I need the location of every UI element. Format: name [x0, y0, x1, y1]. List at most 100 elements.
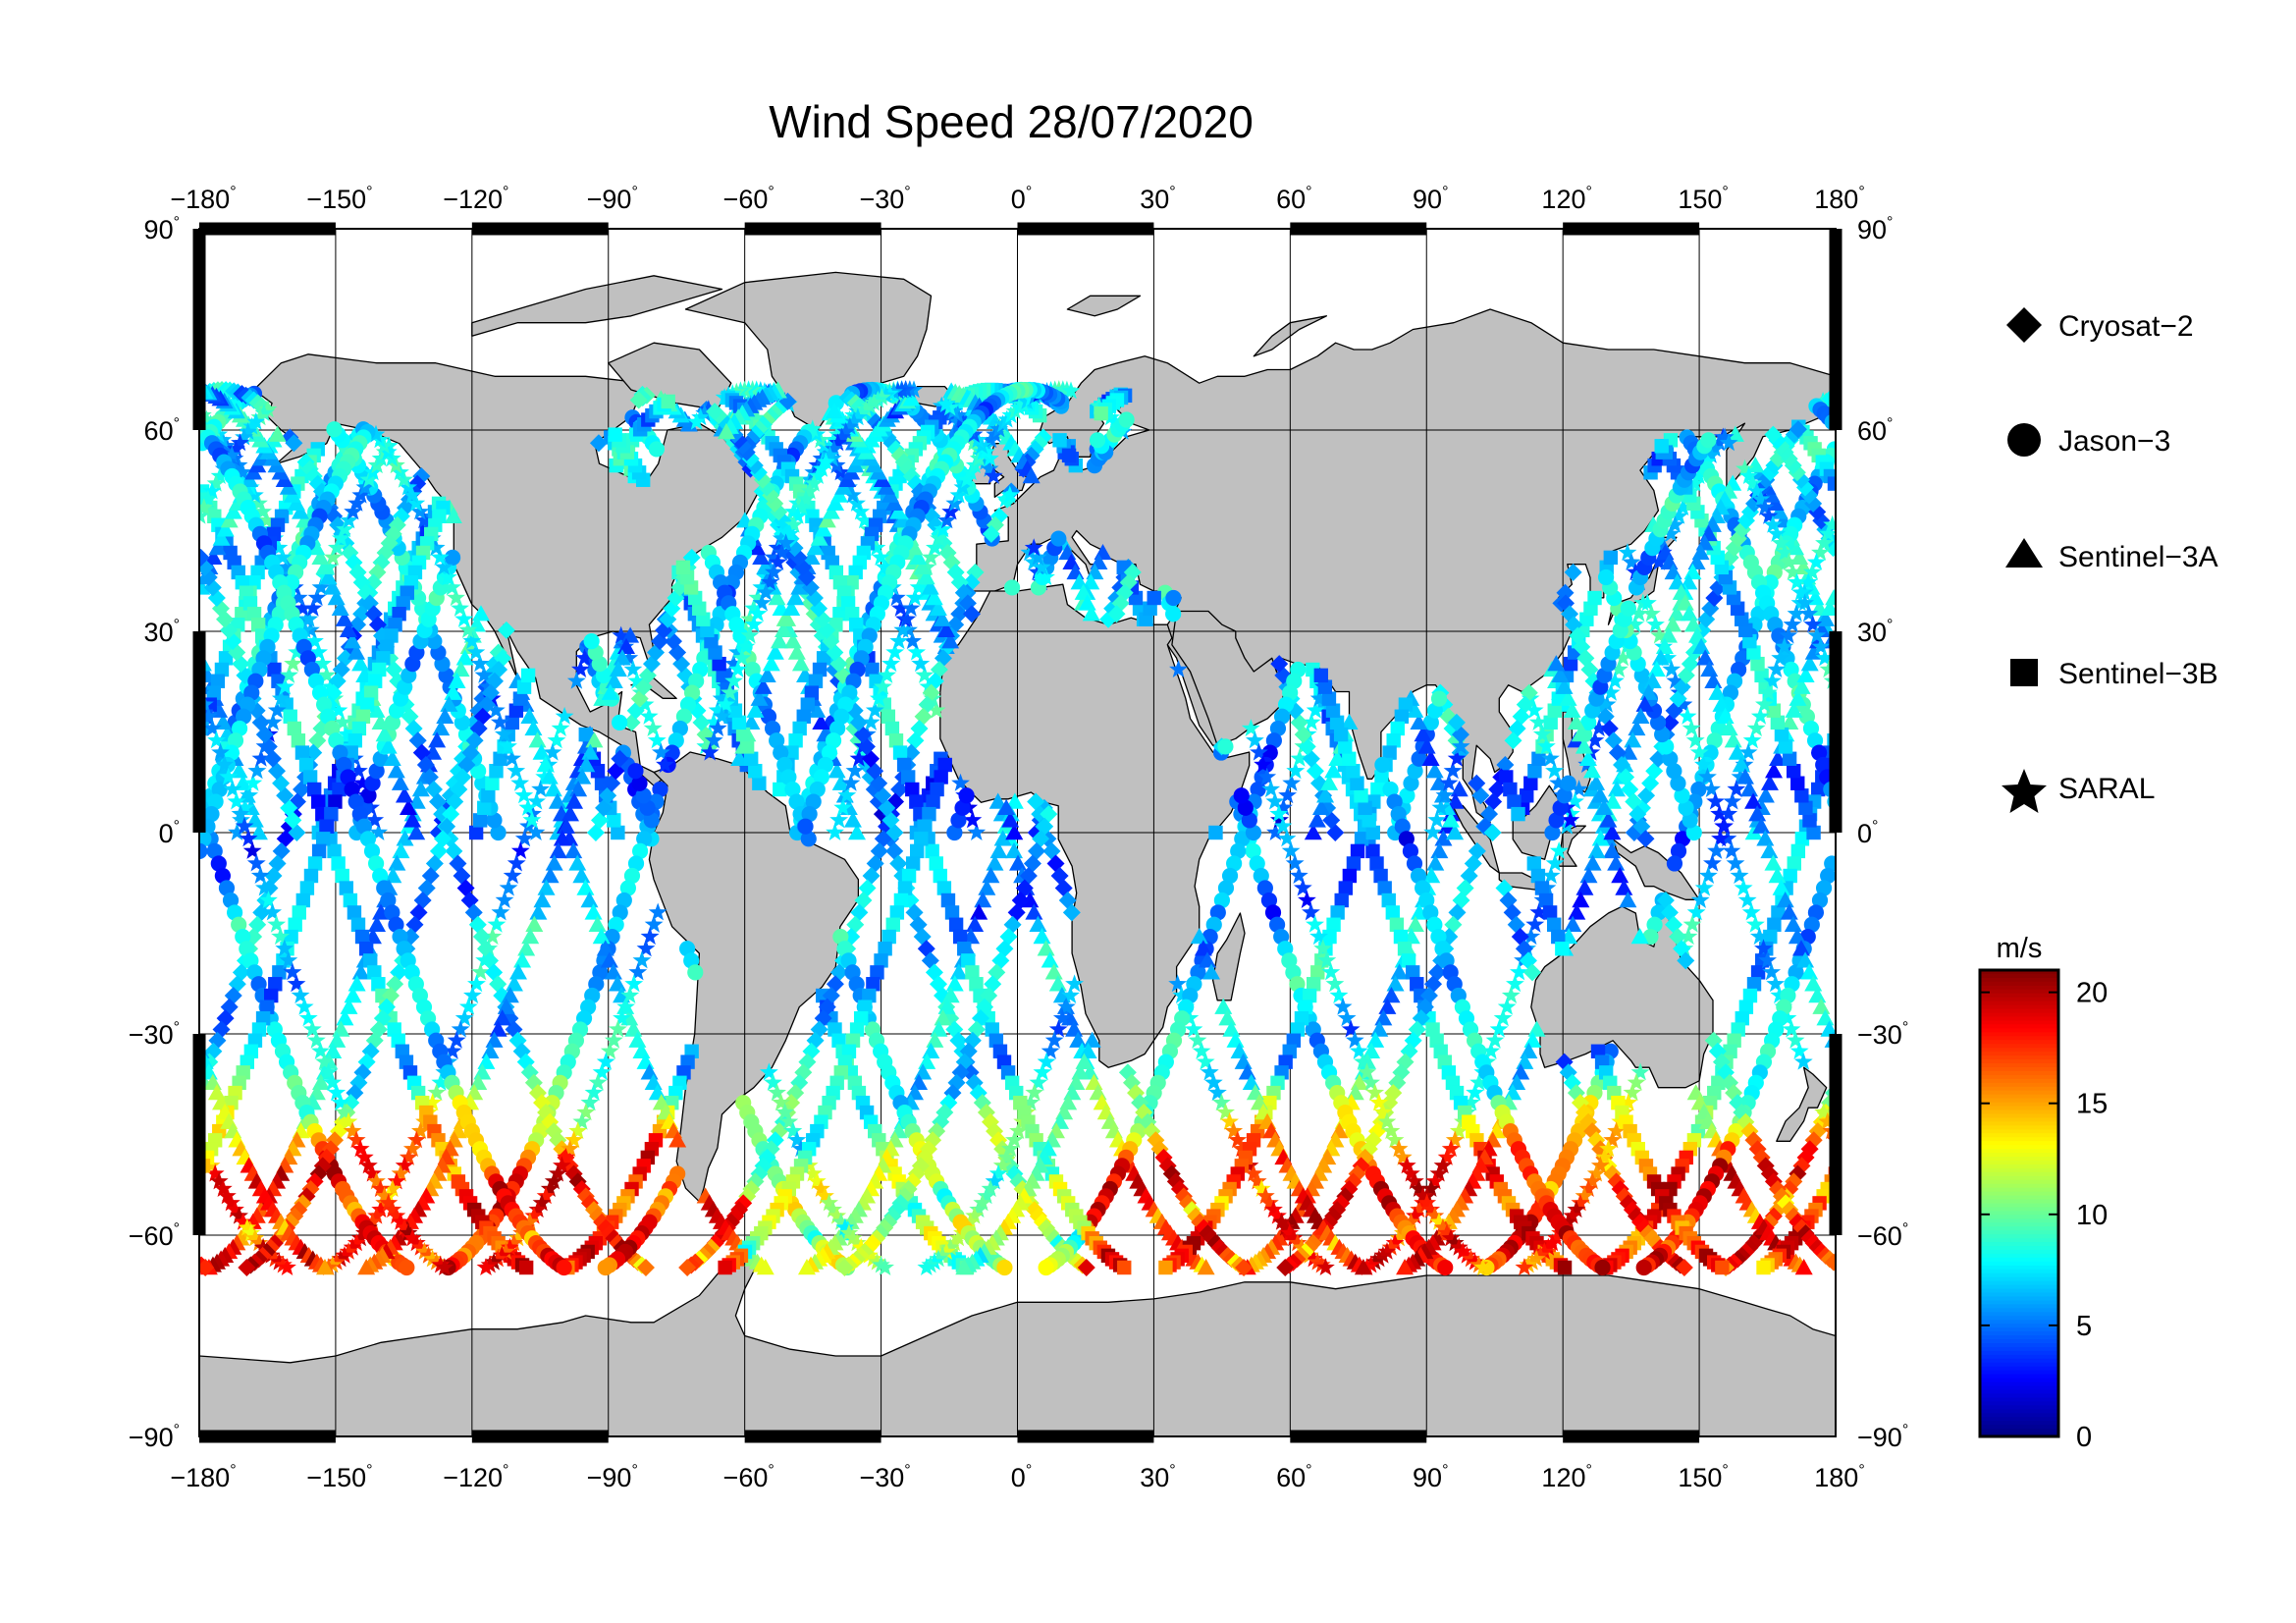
- track-point-star: [917, 557, 936, 575]
- track-point-square: [351, 721, 367, 736]
- track-point-circle: [829, 720, 846, 737]
- track-point-star: [1609, 660, 1629, 677]
- track-point-square: [1750, 965, 1766, 980]
- track-point-triangle: [344, 987, 362, 1003]
- track-point-star: [293, 598, 312, 617]
- track-point-star: [687, 411, 706, 430]
- track-point-square: [1603, 550, 1619, 566]
- track-point-star: [1685, 473, 1705, 492]
- track-point-triangle: [1442, 811, 1461, 828]
- track-point-triangle: [407, 824, 426, 840]
- track-point-star: [1065, 974, 1084, 993]
- track-point-triangle: [565, 792, 584, 809]
- track-point-star: [1758, 950, 1777, 969]
- track-point-star: [768, 538, 787, 557]
- track-point-star: [808, 466, 828, 484]
- track-point-star: [1309, 688, 1329, 707]
- track-point-triangle: [970, 903, 988, 920]
- track-point-star: [1365, 1252, 1385, 1271]
- track-point-square: [844, 607, 860, 622]
- track-point-square: [1369, 856, 1384, 871]
- track-point-triangle: [758, 666, 776, 683]
- track-point-star: [363, 1212, 382, 1230]
- track-point-star: [347, 1233, 366, 1252]
- track-point-star: [1589, 719, 1609, 736]
- track-point-star: [704, 730, 723, 749]
- track-point-triangle: [307, 539, 326, 556]
- track-point-square: [327, 843, 342, 859]
- track-point-triangle: [311, 548, 330, 566]
- track-point-triangle: [400, 798, 418, 816]
- track-point-triangle: [1414, 726, 1432, 742]
- track-point-circle: [1050, 530, 1067, 547]
- track-point-star: [1750, 927, 1769, 946]
- track-point-star: [934, 519, 952, 538]
- track-point-square: [922, 806, 936, 822]
- track-point-circle: [1798, 708, 1816, 725]
- track-point-square: [948, 917, 964, 932]
- track-point-circle: [1245, 824, 1262, 841]
- track-point-diamond: [1523, 963, 1542, 982]
- track-point-square: [396, 596, 410, 611]
- track-point-star: [1566, 791, 1584, 810]
- track-point-triangle: [1396, 1259, 1415, 1275]
- track-point-star: [1737, 891, 1757, 908]
- track-point-star: [245, 1228, 265, 1247]
- track-point-triangle: [1009, 854, 1028, 871]
- track-point-triangle: [220, 512, 239, 528]
- track-point-star: [427, 1083, 447, 1102]
- track-point-star: [1739, 466, 1758, 484]
- track-point-star: [236, 797, 254, 816]
- track-point-square: [1546, 917, 1562, 932]
- track-point-square: [242, 596, 258, 611]
- track-point-star: [548, 1163, 567, 1182]
- track-point-star: [816, 1186, 834, 1205]
- track-point-triangle: [541, 867, 560, 884]
- track-point-star: [1783, 615, 1802, 633]
- track-point-star: [543, 742, 562, 761]
- track-point-star: [783, 1121, 803, 1140]
- track-point-star: [1547, 1228, 1566, 1247]
- track-point-square: [1393, 929, 1409, 945]
- track-point-star: [752, 577, 772, 596]
- track-point-star: [527, 791, 546, 810]
- track-point-star: [492, 1245, 511, 1264]
- track-point-star: [239, 422, 257, 440]
- track-point-star: [1619, 1093, 1638, 1111]
- track-point-square: [1542, 905, 1558, 920]
- track-point-star: [1747, 481, 1767, 500]
- track-point-star: [478, 676, 498, 695]
- track-point-square: [901, 868, 917, 884]
- track-point-star: [1458, 1245, 1476, 1264]
- track-point-triangle: [520, 707, 539, 724]
- track-point-square: [926, 794, 940, 809]
- track-point-star: [791, 1139, 811, 1158]
- track-point-star: [1425, 1171, 1445, 1190]
- track-point-circle: [211, 781, 228, 798]
- track-point-star: [1466, 1252, 1484, 1271]
- track-point-square: [1326, 917, 1341, 932]
- track-point-circle: [1682, 812, 1698, 829]
- track-point-triangle: [392, 841, 410, 859]
- track-point-star: [996, 1148, 1016, 1165]
- track-point-diamond: [247, 701, 266, 720]
- track-point-triangle: [1608, 780, 1627, 797]
- track-point-circle: [1250, 781, 1266, 798]
- track-point-star: [588, 1072, 608, 1091]
- track-point-diamond: [1107, 605, 1126, 623]
- track-point-star: [1650, 625, 1669, 644]
- track-point-triangle: [1700, 660, 1719, 677]
- track-point-triangle: [1446, 824, 1465, 840]
- track-point-star: [776, 533, 795, 552]
- track-point-triangle: [1647, 660, 1666, 677]
- track-point-star: [1538, 1237, 1558, 1256]
- track-point-diamond: [199, 548, 210, 567]
- track-point-circle: [1650, 904, 1667, 921]
- track-point-circle: [1422, 904, 1439, 921]
- track-point-star: [860, 396, 880, 414]
- track-point-star: [359, 1156, 378, 1174]
- track-point-diamond: [238, 1259, 256, 1277]
- track-point-square: [380, 639, 395, 655]
- track-point-square: [1282, 1044, 1297, 1058]
- track-point-star: [812, 1179, 830, 1197]
